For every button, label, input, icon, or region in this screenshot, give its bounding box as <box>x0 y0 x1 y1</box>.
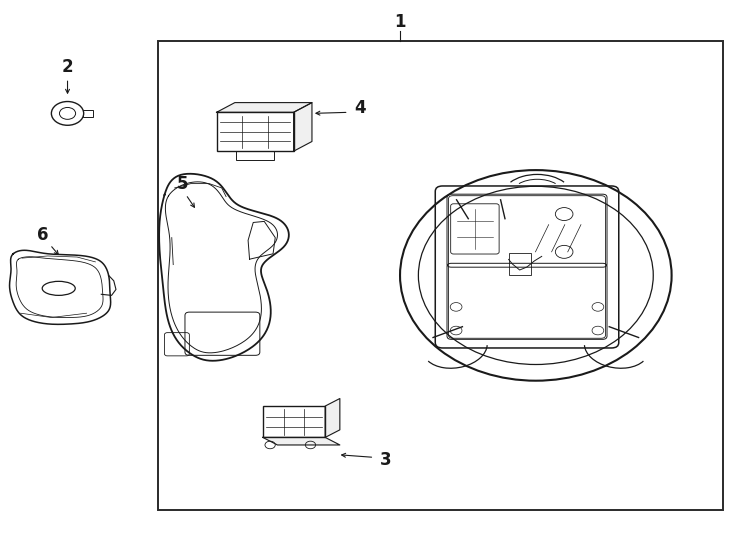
Bar <box>158 40 723 510</box>
Bar <box>217 112 294 151</box>
Polygon shape <box>217 103 312 112</box>
Text: 3: 3 <box>379 451 391 469</box>
Text: 4: 4 <box>354 99 366 117</box>
Polygon shape <box>263 437 340 445</box>
Bar <box>263 406 325 437</box>
Text: 1: 1 <box>394 12 406 31</box>
Text: 2: 2 <box>62 58 73 77</box>
Polygon shape <box>294 103 312 151</box>
Polygon shape <box>325 399 340 437</box>
Text: 5: 5 <box>176 174 188 193</box>
Text: 6: 6 <box>37 226 48 244</box>
Bar <box>236 151 275 160</box>
Bar <box>509 253 531 274</box>
